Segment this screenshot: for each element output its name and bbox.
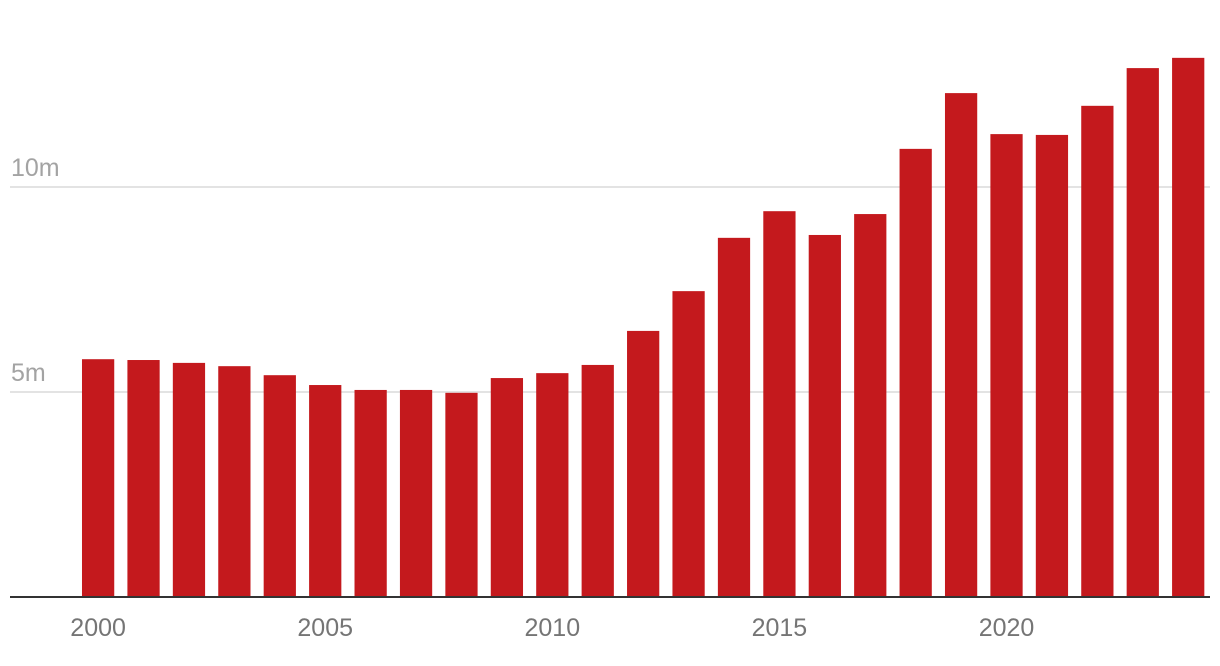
bar bbox=[1035, 134, 1069, 597]
bar bbox=[1172, 57, 1205, 598]
bar bbox=[581, 364, 614, 597]
bar bbox=[445, 392, 478, 597]
bar bbox=[172, 362, 206, 597]
bar bbox=[218, 366, 251, 597]
x-tick-label: 2015 bbox=[752, 614, 808, 642]
bar bbox=[899, 148, 932, 597]
bar bbox=[717, 237, 751, 597]
bar bbox=[627, 330, 660, 597]
bar bbox=[309, 385, 342, 597]
bar bbox=[263, 375, 296, 597]
bar bbox=[399, 389, 433, 597]
bar bbox=[536, 373, 569, 597]
bar bbox=[808, 234, 841, 597]
bar bbox=[990, 134, 1023, 598]
y-tick-label: 5m bbox=[11, 359, 46, 387]
x-tick-label: 2010 bbox=[525, 614, 581, 642]
x-tick-label: 2000 bbox=[70, 614, 126, 642]
bar bbox=[354, 389, 387, 597]
x-tick-label: 2005 bbox=[297, 614, 353, 642]
bar bbox=[127, 360, 160, 597]
bar bbox=[81, 359, 115, 597]
bar bbox=[854, 214, 887, 597]
bar bbox=[672, 291, 705, 597]
y-tick-label: 10m bbox=[11, 154, 60, 182]
x-tick-label: 2020 bbox=[979, 614, 1035, 642]
bar bbox=[763, 211, 796, 597]
bar bbox=[944, 93, 978, 598]
bar bbox=[1081, 105, 1114, 597]
bar bbox=[490, 378, 524, 597]
bar bbox=[1126, 68, 1159, 598]
